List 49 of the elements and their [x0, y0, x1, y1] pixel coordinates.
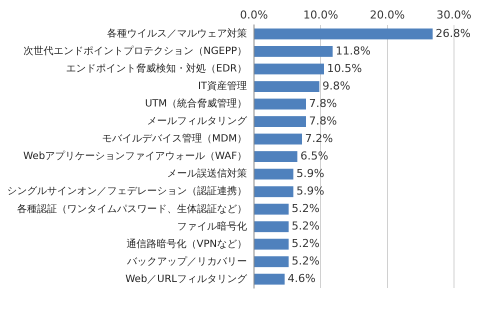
- data-label: 4.6%: [288, 272, 316, 286]
- x-tick-label: 20.0%: [370, 8, 405, 22]
- y-tick-label: モバイルデバイス管理（MDM）: [102, 134, 247, 145]
- data-label: 26.8%: [436, 26, 471, 40]
- bar: [254, 221, 289, 232]
- data-label: 5.9%: [296, 184, 324, 198]
- y-tick-label: メール誤送信対策: [167, 168, 247, 180]
- bar: [254, 134, 302, 145]
- y-tick-label: 各種認証（ワンタイムパスワード、生体認証など）: [17, 202, 247, 215]
- x-tick-label: 10.0%: [303, 8, 338, 22]
- bar: [254, 151, 298, 162]
- y-tick-label: IT資産管理: [198, 80, 247, 92]
- bar: [254, 46, 333, 57]
- bar: [254, 256, 289, 268]
- data-label: 5.2%: [292, 220, 320, 233]
- y-tick-label: 通信路暗号化（VPNなど）: [126, 238, 247, 250]
- x-tick-label: 30.0%: [436, 8, 472, 22]
- data-label: 5.2%: [292, 202, 320, 216]
- data-label: 7.8%: [309, 96, 337, 110]
- bar: [254, 81, 320, 92]
- bar: [254, 238, 289, 250]
- y-tick-label: 次世代エンドポイントプロテクション（NGEPP）: [23, 45, 247, 58]
- y-tick-label: エンドポイント脅威検知・対処（EDR）: [66, 62, 247, 75]
- y-tick-label: シングルサインオン／フェデレーション（認証連携）: [7, 185, 247, 198]
- y-tick-label: Web／URLフィルタリング: [125, 274, 248, 285]
- data-label: 9.8%: [322, 79, 350, 92]
- bar: [254, 28, 433, 40]
- bar: [254, 186, 294, 198]
- bar: [254, 98, 306, 110]
- y-tick-label: ファイル暗号化: [177, 220, 247, 232]
- y-tick-label: 各種ウイルス／マルウェア対策: [107, 28, 247, 40]
- y-tick-label: バックアップ／リカバリー: [126, 255, 247, 268]
- data-label: 6.5%: [300, 149, 328, 162]
- y-tick-label: メールフィルタリング: [147, 116, 248, 128]
- data-label: 5.2%: [292, 254, 320, 268]
- bar: [254, 64, 324, 74]
- data-label: 7.2%: [305, 132, 333, 145]
- data-label: 11.8%: [336, 44, 371, 58]
- data-label: 5.2%: [292, 237, 320, 250]
- y-tick-label: Webアプリケーションファイアウォール（WAF）: [23, 150, 247, 162]
- data-label: 5.9%: [296, 166, 324, 180]
- bar: [254, 204, 289, 215]
- y-tick-label: UTM（統合脅威管理）: [144, 98, 247, 110]
- data-label: 10.5%: [327, 62, 362, 75]
- bar: [254, 274, 285, 285]
- data-label: 7.8%: [309, 114, 337, 128]
- bar: [254, 116, 306, 127]
- x-tick-label: 0.0%: [240, 8, 268, 22]
- bar: [254, 168, 294, 180]
